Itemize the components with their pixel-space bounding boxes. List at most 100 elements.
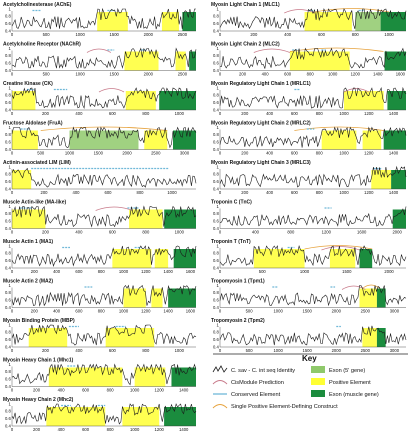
x-tick-label: 500 bbox=[37, 151, 45, 156]
x-tick-label: 0 bbox=[11, 32, 14, 37]
x-tick-label: 600 bbox=[284, 72, 292, 77]
x-tick-label: 1000 bbox=[175, 348, 185, 353]
key-swatch-exon5 bbox=[311, 366, 325, 373]
x-tick-label: 1000 bbox=[300, 269, 310, 274]
x-tick-label: 500 bbox=[246, 348, 254, 353]
exon-muscle-region bbox=[384, 51, 406, 71]
x-tick-label: 800 bbox=[307, 72, 315, 77]
identity-trace bbox=[11, 245, 197, 267]
x-tick-label: 0 bbox=[219, 72, 222, 77]
x-tick-label: 0 bbox=[219, 32, 222, 37]
identity-trace bbox=[219, 325, 407, 346]
panel: Tropomyosin 2 (Tpm2)1 0.8 0.6 0.40 500 1000 15… bbox=[211, 318, 407, 353]
y-tick-label: 0.6 bbox=[5, 61, 11, 66]
x-tick-label: 0 bbox=[11, 72, 14, 77]
x-tick-label: 1500 bbox=[342, 269, 352, 274]
exon-muscle-region bbox=[164, 209, 196, 229]
cismodule-arc bbox=[86, 48, 112, 53]
x-tick-label: 1000 bbox=[119, 269, 129, 274]
x-tick-label: 200 bbox=[42, 348, 50, 353]
exon-muscle-region bbox=[380, 12, 406, 31]
key-swatch-trace bbox=[212, 365, 228, 373]
x-tick-label: 1500 bbox=[110, 32, 120, 37]
x-tick-label: 1200 bbox=[351, 72, 361, 77]
x-tick-label: 500 bbox=[43, 32, 51, 37]
x-tick-label: 0 bbox=[11, 111, 14, 116]
positive-element-region bbox=[123, 288, 146, 308]
positive-element-region bbox=[12, 130, 38, 150]
y-tick-label: 1 bbox=[216, 125, 219, 130]
x-tick-label: 0 bbox=[11, 309, 14, 314]
y-tick-label: 0.6 bbox=[213, 258, 219, 263]
x-tick-label: 0 bbox=[219, 151, 222, 156]
cismodule-arc bbox=[253, 48, 291, 53]
x-tick-label: 200 bbox=[241, 111, 249, 116]
key-label: CisModule Prediction bbox=[231, 380, 284, 386]
x-tick-label: 0 bbox=[219, 269, 222, 274]
x-tick-label: 1000 bbox=[130, 427, 140, 432]
x-tick-label: 400 bbox=[75, 348, 83, 353]
positive-element-region bbox=[253, 249, 305, 268]
x-tick-label: 1600 bbox=[186, 309, 196, 314]
y-tick-label: 0.6 bbox=[5, 140, 11, 145]
x-tick-label: 3000 bbox=[390, 309, 400, 314]
panel-title: Actinin-associated LIM (LIM) bbox=[3, 160, 71, 166]
x-tick-label: 400 bbox=[53, 309, 61, 314]
positive-element-region bbox=[175, 51, 186, 71]
exon-muscle-region bbox=[392, 209, 406, 229]
panel-title: Acetylcholine Receptor (NAChR) bbox=[3, 42, 81, 48]
key-item: CisModule Prediction bbox=[212, 380, 284, 386]
x-tick-label: 600 bbox=[291, 190, 299, 195]
key-swatch-exonM bbox=[311, 390, 325, 397]
exon-muscle-region bbox=[376, 288, 386, 308]
y-tick-label: 0.6 bbox=[5, 298, 11, 303]
positive-element-region bbox=[289, 51, 350, 71]
identity-trace bbox=[11, 7, 196, 30]
identity-trace bbox=[11, 363, 197, 386]
y-tick-label: 0.8 bbox=[5, 369, 11, 374]
y-tick-label: 0.8 bbox=[5, 132, 11, 137]
y-tick-label: 0.4 bbox=[5, 28, 11, 33]
y-tick-label: 0.8 bbox=[5, 409, 11, 414]
panel-title: Muscle Actin 1 (MA1) bbox=[3, 239, 53, 245]
positive-element-region bbox=[12, 170, 32, 189]
y-tick-label: 0.4 bbox=[5, 265, 11, 270]
x-tick-label: 400 bbox=[284, 32, 292, 37]
positive-element-region bbox=[124, 51, 159, 71]
x-tick-label: 600 bbox=[109, 230, 117, 235]
panel: Myosin Light Chain 1 (MLC1)1 0.8 0.6 0.40 20… bbox=[211, 2, 407, 37]
x-tick-label: 1400 bbox=[179, 427, 189, 432]
x-tick-label: 800 bbox=[142, 348, 150, 353]
left-panel-column: Acetylcholinesterase (AChE)10.80.60.40 50… bbox=[3, 2, 197, 432]
x-tick-label: 400 bbox=[58, 388, 66, 393]
panel-title: Myosin Regulatory Light Chain 3 (MRLC3) bbox=[211, 160, 311, 166]
exon-muscle-region bbox=[173, 130, 196, 150]
x-tick-label: 600 bbox=[318, 32, 326, 37]
y-tick-label: 0.6 bbox=[5, 258, 11, 263]
y-tick-label: 0.4 bbox=[213, 265, 219, 270]
x-tick-label: 800 bbox=[107, 427, 115, 432]
x-tick-label: 2000 bbox=[332, 348, 342, 353]
exon-muscle-region bbox=[164, 407, 196, 426]
x-tick-label: 600 bbox=[105, 190, 113, 195]
y-tick-label: 0.6 bbox=[5, 21, 11, 26]
key-item: Conserved Element bbox=[213, 392, 281, 398]
positive-element-region bbox=[304, 12, 352, 31]
positive-element-region bbox=[362, 328, 377, 347]
positive-element-region bbox=[105, 328, 155, 347]
y-tick-label: 0.8 bbox=[5, 290, 11, 295]
panel-title: Fructose Aldolase (FruA) bbox=[3, 121, 63, 127]
panel: Troponin C (TnC)1 0.8 0.6 0.40 400 800 1200 160… bbox=[211, 200, 407, 235]
x-tick-label: 600 bbox=[75, 269, 83, 274]
panel-title: Creatine Kinase (CK) bbox=[3, 81, 53, 87]
x-tick-label: 1000 bbox=[167, 190, 177, 195]
x-tick-label: 800 bbox=[142, 230, 150, 235]
y-tick-label: 1 bbox=[216, 283, 219, 288]
positive-element-region bbox=[344, 91, 384, 110]
y-tick-label: 0.4 bbox=[5, 423, 11, 428]
panel-title: Troponin C (TnC) bbox=[211, 200, 252, 206]
single-construct-arc bbox=[362, 284, 381, 289]
y-tick-label: 0.4 bbox=[213, 305, 219, 310]
x-tick-label: 200 bbox=[241, 151, 249, 156]
single-construct-arc bbox=[314, 8, 390, 13]
